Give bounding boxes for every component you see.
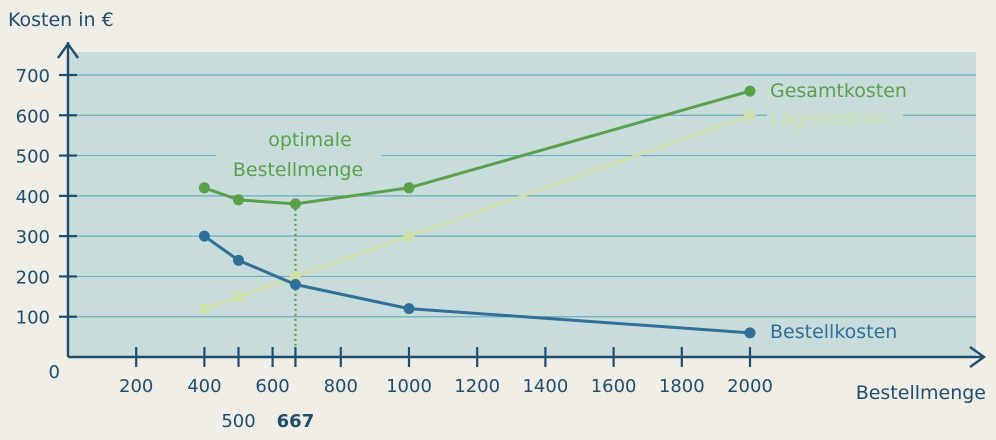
x-tick-label-400: 400	[187, 376, 221, 397]
y-axis-arrow	[57, 41, 79, 59]
point-lagerkosten-1000	[403, 230, 415, 242]
annotation-group: optimale Bestellmenge	[216, 124, 382, 357]
x-tick-label-1800: 1800	[659, 376, 705, 397]
x-tick-label-2000: 2000	[727, 376, 773, 397]
x-tick-label-200: 200	[119, 376, 153, 397]
x-tick-label-1600: 1600	[591, 376, 637, 397]
point-gesamtkosten-2000	[744, 85, 756, 97]
y-tick-label-200: 200	[16, 267, 50, 288]
y-tick-label-300: 300	[16, 227, 50, 248]
point-gesamtkosten-400	[198, 182, 210, 194]
point-lagerkosten-400	[198, 303, 210, 315]
x-axis-title: Bestellmenge	[856, 382, 986, 404]
annotation-bg-0	[246, 124, 372, 152]
annotation-line-0: optimale	[268, 129, 352, 151]
x-tick-label-1000: 1000	[386, 376, 432, 397]
labels-group: Gesamtkosten Lagerkosten Bestellkosten	[767, 80, 907, 343]
point-lagerkosten-2000	[744, 109, 756, 121]
x-tick-label-667: 667	[277, 411, 315, 432]
point-gesamtkosten-1000	[403, 182, 415, 194]
point-bestellkosten-500	[233, 254, 244, 266]
x-tick-label-500: 500	[221, 411, 255, 432]
x-axis-arrow	[969, 346, 987, 368]
x-tick-label-800: 800	[324, 376, 358, 397]
point-bestellkosten-2000	[744, 327, 756, 339]
series-group	[198, 85, 756, 339]
annotation-bg-1	[216, 155, 382, 183]
y-tick-label-100: 100	[16, 308, 50, 329]
x-tick-label-1200: 1200	[454, 376, 500, 397]
y-tick-label-600: 600	[16, 106, 50, 127]
series-label-lagerkosten: Lagerkosten	[770, 108, 887, 130]
series-label-bestellkosten: Bestellkosten	[770, 321, 897, 343]
point-bestellkosten-400	[198, 230, 210, 242]
point-gesamtkosten-667	[289, 198, 301, 210]
point-lagerkosten-667	[289, 270, 301, 282]
plot-area	[68, 52, 976, 357]
point-bestellkosten-667	[289, 278, 301, 290]
origin-label: 0	[49, 362, 60, 383]
series-label-gesamtkosten: Gesamtkosten	[770, 80, 907, 102]
y-axis-title: Kosten in €	[8, 9, 114, 31]
x-tick-label-1400: 1400	[522, 376, 568, 397]
x-tick-label-600: 600	[255, 376, 289, 397]
annotation-line-1: Bestellmenge	[233, 159, 363, 181]
series-label-bg-lagerkosten	[767, 107, 903, 131]
y-tick-label-400: 400	[16, 187, 50, 208]
y-tick-label-700: 700	[16, 66, 50, 87]
point-lagerkosten-500	[233, 291, 244, 303]
y-tick-label-500: 500	[16, 147, 50, 168]
point-bestellkosten-1000	[403, 303, 415, 315]
point-gesamtkosten-500	[233, 194, 244, 206]
